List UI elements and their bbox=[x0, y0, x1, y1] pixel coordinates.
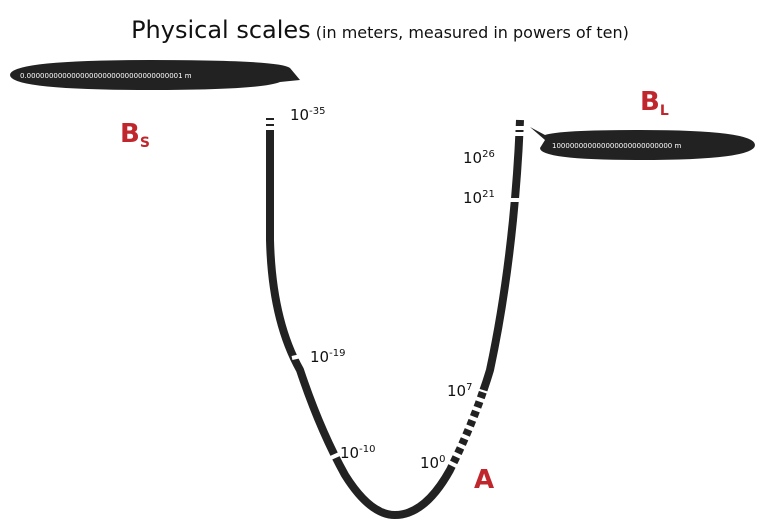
exponent: 7 bbox=[466, 382, 472, 393]
exponent: 0 bbox=[439, 454, 445, 465]
scale-curve bbox=[266, 118, 524, 520]
scale-label: 1026 bbox=[463, 149, 495, 167]
exponent: -10 bbox=[359, 444, 375, 455]
base: 10 bbox=[340, 444, 359, 462]
exponent: 21 bbox=[482, 189, 495, 200]
scale-label: 1021 bbox=[463, 189, 495, 207]
scale-label: 10-35 bbox=[290, 106, 325, 124]
subtitle: (in meters, measured in powers of ten) bbox=[316, 23, 629, 42]
subscript: L bbox=[660, 103, 669, 119]
letter: B bbox=[640, 87, 660, 117]
base: 10 bbox=[447, 382, 466, 400]
subscript: S bbox=[140, 135, 150, 151]
scale-label: 10-10 bbox=[340, 444, 375, 462]
exponent: 26 bbox=[482, 149, 495, 160]
point-label: BS bbox=[120, 119, 150, 151]
scale-label: 107 bbox=[447, 382, 472, 400]
title: Physical scales bbox=[131, 16, 311, 44]
scale-breaks bbox=[262, 120, 528, 462]
base: 10 bbox=[463, 149, 482, 167]
exponent: -19 bbox=[329, 348, 345, 359]
bubble-large: 100000000000000000000000000 m bbox=[530, 127, 755, 160]
exponent: -35 bbox=[309, 106, 325, 117]
letter: B bbox=[120, 119, 140, 149]
base: 10 bbox=[310, 348, 329, 366]
base: 10 bbox=[463, 189, 482, 207]
scale-label: 10-19 bbox=[310, 348, 345, 366]
dotted-section bbox=[447, 388, 488, 469]
bubble-text: 0.00000000000000000000000000000000001 m bbox=[20, 72, 192, 80]
bubble-small: 0.00000000000000000000000000000000001 m bbox=[10, 60, 300, 90]
title-line: Physical scales (in meters, measured in … bbox=[131, 16, 629, 44]
scale-label: 100 bbox=[420, 454, 445, 472]
point-label: A bbox=[474, 465, 494, 495]
base: 10 bbox=[420, 454, 439, 472]
point-label: BL bbox=[640, 87, 669, 119]
bubble-text: 100000000000000000000000000 m bbox=[552, 142, 681, 150]
base: 10 bbox=[290, 106, 309, 124]
